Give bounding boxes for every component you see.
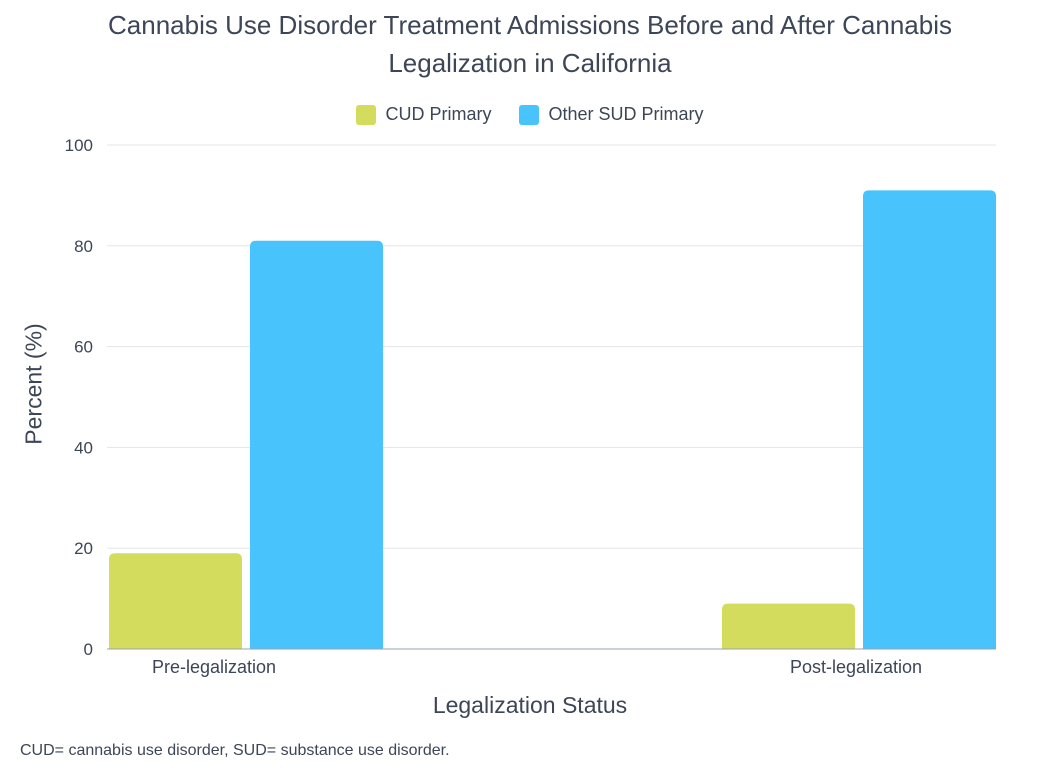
y-tick-label-80: 80 bbox=[74, 237, 93, 256]
y-tick-label-20: 20 bbox=[74, 539, 93, 558]
bar-cud-primary-post-legalization[interactable] bbox=[722, 603, 855, 649]
bar-other-sud-primary-pre-legalization[interactable] bbox=[250, 240, 383, 649]
bar-other-sud-primary-post-legalization[interactable] bbox=[863, 190, 996, 650]
y-tick-label-40: 40 bbox=[74, 438, 93, 457]
y-tick-label-100: 100 bbox=[65, 136, 93, 155]
chart-legend: CUD Primary Other SUD Primary bbox=[0, 104, 1060, 125]
x-tick-label-post-legalization: Post-legalization bbox=[790, 657, 922, 677]
y-tick-label-60: 60 bbox=[74, 338, 93, 357]
legend-item-cud-primary[interactable]: CUD Primary bbox=[356, 104, 491, 125]
legend-swatch-other-sud-primary bbox=[519, 104, 540, 125]
chart-title-line-2: Legalization in California bbox=[388, 48, 672, 78]
legend-item-other-sud-primary[interactable]: Other SUD Primary bbox=[519, 104, 704, 125]
x-axis-label: Legalization Status bbox=[432, 692, 628, 718]
bar-cud-primary-pre-legalization[interactable] bbox=[109, 553, 242, 649]
legend-label-cud-primary: CUD Primary bbox=[385, 104, 492, 124]
legend-label-other-sud-primary: Other SUD Primary bbox=[548, 104, 704, 124]
y-axis-label: Percent (%) bbox=[20, 323, 47, 445]
chart-footnote: CUD= cannabis use disorder, SUD= substan… bbox=[20, 742, 450, 759]
chart-title-line-1: Cannabis Use Disorder Treatment Admissio… bbox=[108, 10, 952, 40]
legend-swatch-cud-primary bbox=[356, 104, 377, 125]
y-tick-label-0: 0 bbox=[84, 640, 93, 659]
chart-title: Cannabis Use Disorder Treatment Admissio… bbox=[0, 6, 1060, 82]
x-tick-label-pre-legalization: Pre-legalization bbox=[152, 657, 276, 677]
